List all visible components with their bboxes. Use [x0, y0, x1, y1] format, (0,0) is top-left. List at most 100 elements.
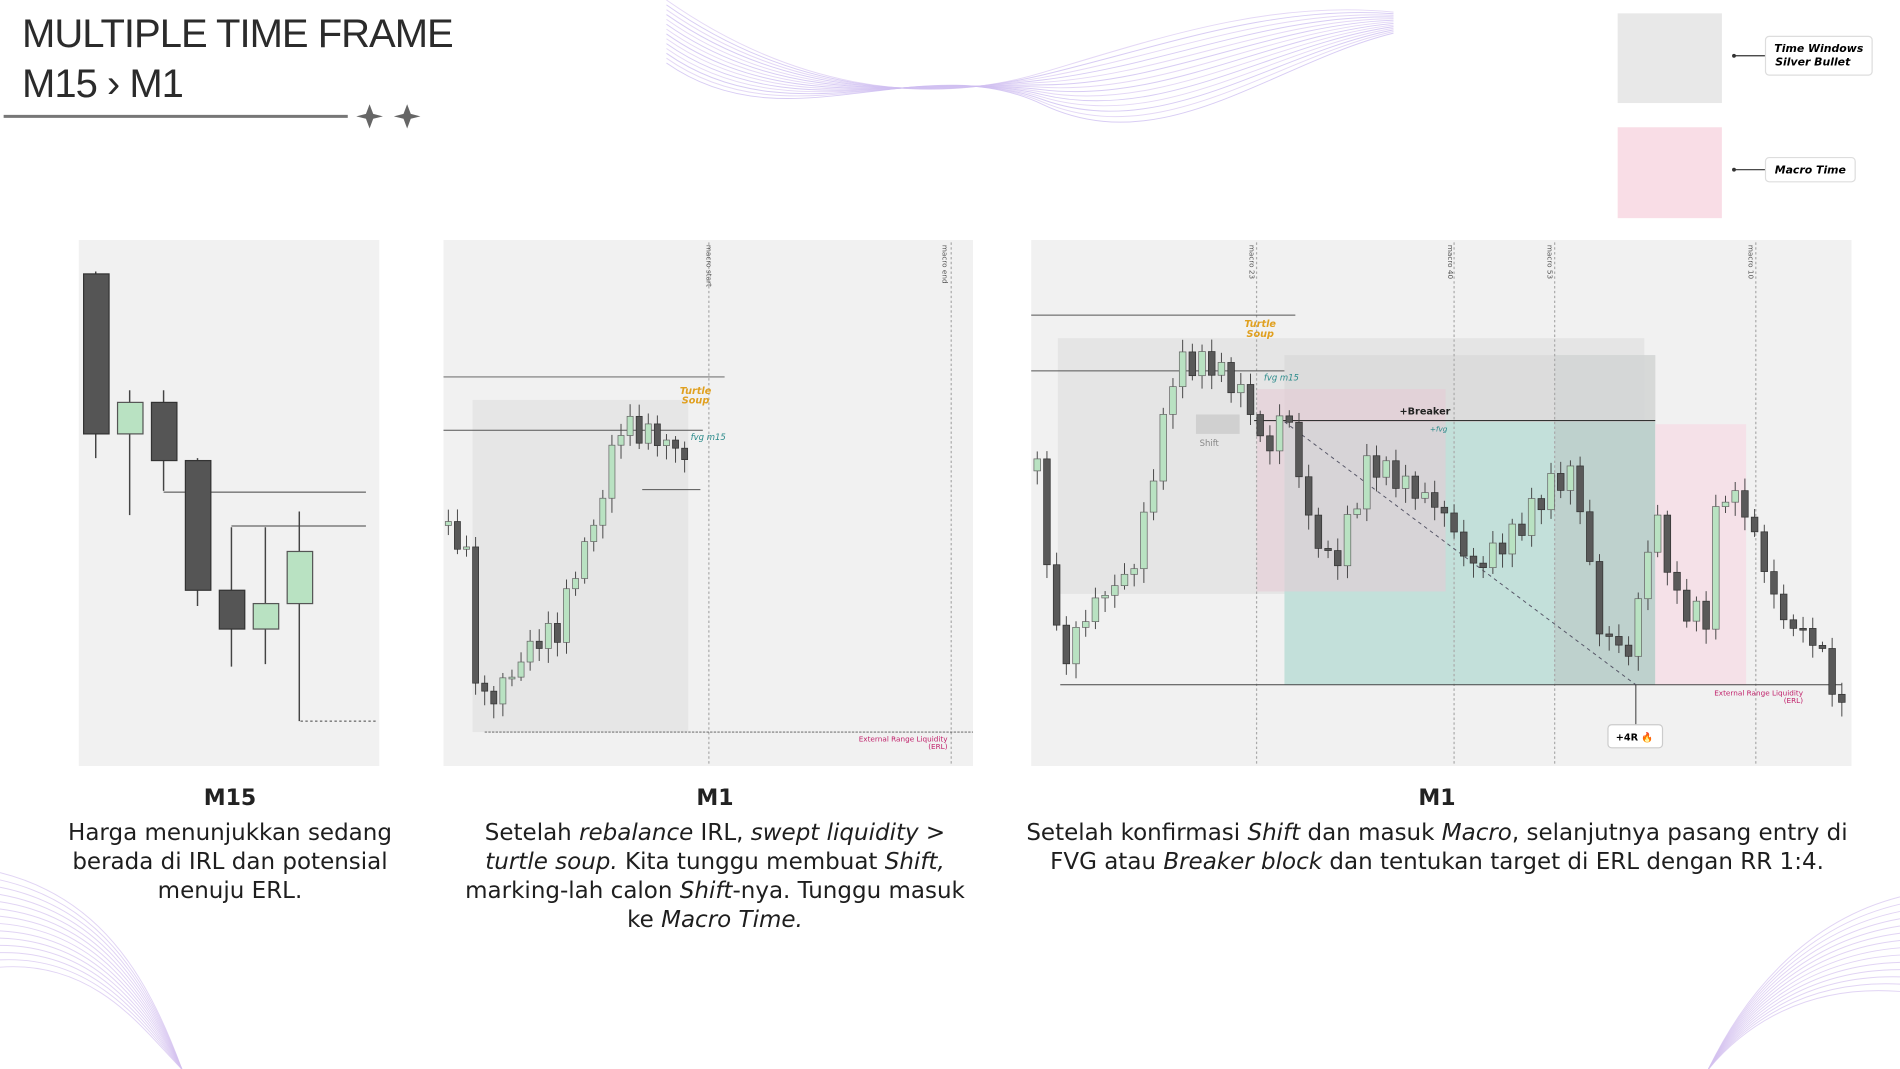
candle: [1392, 460, 1400, 489]
wave: [1708, 969, 1900, 1069]
candle: [1566, 465, 1575, 491]
candle: [1421, 492, 1429, 499]
candle: [1624, 644, 1633, 657]
wave: [666, 24, 1394, 97]
caption-text: Shift: [1247, 820, 1301, 846]
candle: [535, 640, 543, 649]
caption-text: -nya. Tunggu masuk ke: [627, 878, 965, 933]
candle: [286, 550, 314, 605]
panel-caption: Setelah rebalance IRL, swept liquidity >…: [450, 819, 980, 935]
candle: [1130, 568, 1138, 575]
candle: [1091, 597, 1100, 622]
wave: [666, 9, 1394, 90]
candle: [1275, 415, 1284, 452]
candle: [1314, 514, 1323, 549]
candle: [635, 415, 643, 444]
star: [393, 104, 421, 129]
wave: [1708, 947, 1900, 1069]
macro-label: macro 40: [1446, 245, 1455, 280]
candle: [599, 497, 607, 526]
chart-panel-m15: [78, 239, 380, 766]
candle: [608, 444, 616, 499]
caption-text: marking-lah calon: [465, 878, 680, 904]
candle: [218, 589, 246, 630]
panel-bg: [78, 239, 380, 766]
annotation: External Range Liquidity: [1714, 689, 1804, 698]
annotation: Shift: [1200, 438, 1220, 448]
legend-dot: [1732, 53, 1736, 58]
macro-label: macro 10: [1747, 245, 1756, 280]
wave: [666, 21, 1394, 89]
caption-text: rebalance: [579, 820, 694, 846]
candle: [1838, 693, 1846, 703]
candle: [1120, 573, 1129, 587]
candle: [681, 447, 689, 460]
chart-panel-m1-setup: macro start macro end Turtle Soup fvg m1…: [443, 239, 974, 766]
candle: [1304, 476, 1313, 516]
wave: [666, 31, 1394, 118]
candle: [590, 524, 598, 542]
candle: [1779, 593, 1788, 621]
wave: [1708, 954, 1900, 1069]
candle: [1266, 435, 1274, 452]
candle: [481, 682, 489, 692]
wave: [666, 29, 1394, 112]
candle: [663, 439, 670, 446]
candle: [1082, 621, 1090, 628]
annotation: Turtle: [1244, 319, 1276, 330]
candle: [1430, 492, 1439, 508]
candle: [1518, 523, 1526, 536]
wave: [0, 930, 183, 1069]
annotation: Soup: [682, 396, 710, 407]
caption-text: turtle soup.: [485, 849, 618, 875]
annotation: +fvg: [1430, 424, 1448, 433]
candle: [1334, 550, 1342, 567]
candle: [1673, 571, 1681, 591]
candle: [1178, 351, 1187, 388]
candle: [1489, 542, 1497, 569]
wave: [0, 923, 183, 1069]
candle: [1246, 384, 1255, 415]
candle: [581, 541, 589, 579]
candle: [1692, 600, 1701, 622]
candle: [526, 640, 534, 663]
candle: [252, 602, 280, 630]
candle: [1498, 542, 1507, 555]
macro-label: macro end: [941, 245, 950, 284]
candle: [517, 661, 525, 678]
macro-label: macro 23: [1247, 245, 1256, 280]
wave: [666, 4, 1394, 90]
panel-caption: Harga menunjukkan sedang berada di IRL d…: [40, 819, 420, 906]
candle: [1353, 508, 1361, 515]
candle: [1043, 458, 1051, 566]
candle: [1615, 636, 1623, 646]
legend-callout: [1764, 156, 1856, 183]
candle: [1072, 626, 1080, 665]
candle: [1295, 421, 1303, 478]
caption-text: Breaker block: [1163, 849, 1323, 875]
candle: [1653, 514, 1662, 553]
shift-box: [1195, 414, 1240, 434]
chart-panel-m1-entry: macro 23 macro 40 macro 53 macro 10 Turt…: [1031, 239, 1852, 766]
annotation: (ERL): [928, 742, 948, 751]
candle: [617, 435, 625, 446]
wave: [0, 966, 183, 1069]
wave: [0, 915, 183, 1069]
caption-text: swept liquidity: [750, 820, 919, 846]
candle: [544, 623, 552, 649]
candle: [1237, 384, 1245, 394]
candle: [1789, 619, 1798, 629]
star: [356, 104, 383, 129]
wave: [0, 886, 183, 1069]
candle: [1508, 523, 1516, 555]
candle: [1062, 624, 1071, 665]
panel-heading: M1: [696, 786, 734, 811]
annotation: (ERL): [1784, 696, 1804, 705]
candle: [1741, 490, 1749, 518]
caption-text: Macro: [1441, 820, 1512, 846]
wave: [1708, 990, 1900, 1069]
candle: [1159, 414, 1167, 482]
candle: [1731, 490, 1739, 503]
candle: [1149, 480, 1158, 513]
